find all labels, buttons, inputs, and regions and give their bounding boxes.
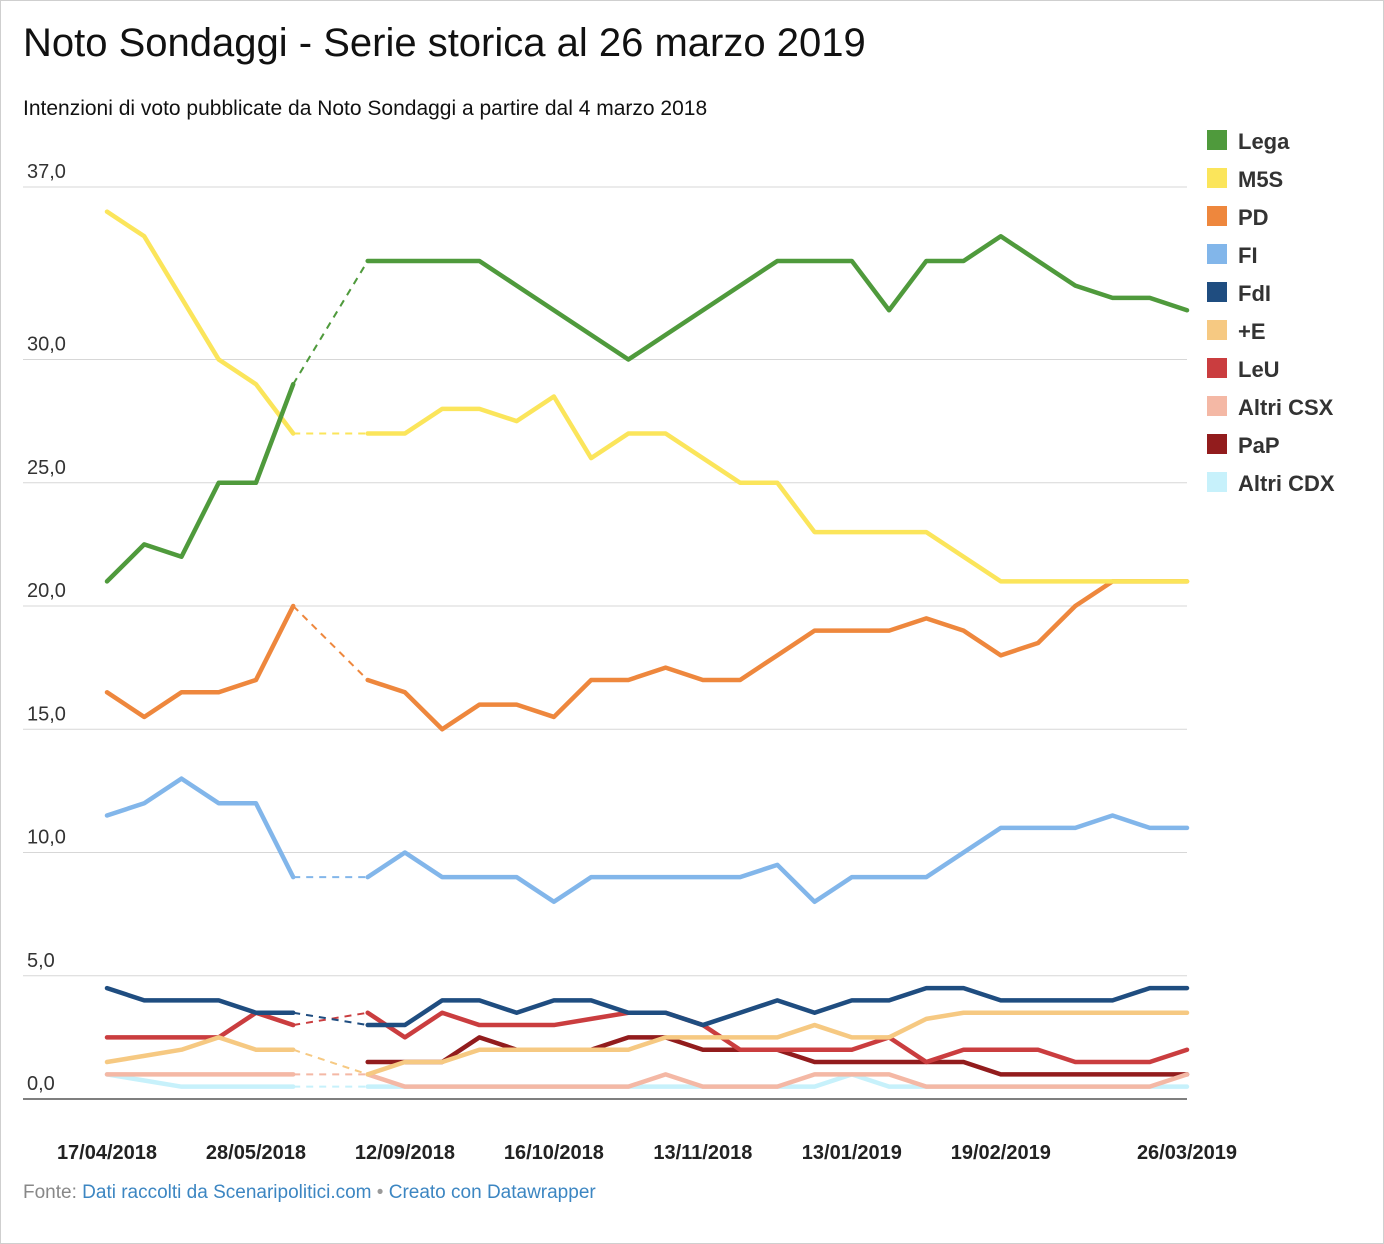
legend: Lega M5S PD FI FdI +E LeU Altri CSX PaP Altri CDX [1207,129,1335,496]
x-tick-label: 19/02/2019 [951,1142,1051,1164]
series-lega [104,234,1190,584]
legend-item: Lega [1207,129,1290,154]
x-tick-label: 13/01/2019 [802,1142,902,1164]
legend-label: PD [1238,205,1269,230]
chart-subtitle: Intenzioni di voto pubblicate da Noto So… [23,97,708,120]
legend-label: Altri CSX [1238,395,1334,420]
legend-label: M5S [1238,167,1283,192]
legend-item: FI [1207,243,1258,268]
y-tick-label: 37,0 [27,161,66,183]
legend-label: PaP [1238,433,1280,458]
chart-title: Noto Sondaggi - Serie storica al 26 marz… [23,21,866,65]
footer: Fonte: Dati raccolti da Scenaripolitici.… [23,1182,596,1204]
x-tick-label: 28/05/2018 [206,1142,306,1164]
series-gap-line [292,1048,369,1076]
legend-swatch [1207,206,1227,226]
series-gap-line [292,605,369,681]
y-tick-label: 5,0 [27,950,55,972]
series-altri-csx [104,1072,1190,1089]
legend-label: +E [1238,319,1266,344]
series-line [365,1010,1190,1065]
legend-label: FI [1238,243,1258,268]
legend-item: PaP [1207,433,1280,458]
series-pap [365,1035,1190,1077]
series-line [365,234,1190,362]
series-line [104,1010,296,1040]
series-line [365,394,1190,584]
series-lines [104,209,1190,1089]
x-tick-label: 26/03/2019 [1137,1142,1237,1164]
legend-item: M5S [1207,167,1283,192]
series-gap-line [292,260,369,385]
legend-swatch [1207,130,1227,150]
source-prefix: Fonte: [23,1182,77,1203]
y-tick-label: 15,0 [27,703,66,725]
series-line [104,1072,296,1089]
x-axis-labels: 17/04/2018 28/05/2018 12/09/2018 16/10/2018… [57,1142,1237,1164]
legend-item: PD [1207,205,1269,230]
series-m5s [104,209,1190,584]
series-gap-line [293,1011,368,1027]
y-tick-label: 25,0 [27,457,66,479]
series-line [365,813,1190,905]
x-tick-label: 12/09/2018 [355,1142,455,1164]
y-tick-label: 0,0 [27,1073,55,1095]
source-link[interactable]: Dati raccolti da Scenaripolitici.com [82,1182,372,1203]
series-line [104,209,296,436]
legend-swatch [1207,434,1227,454]
series-line [104,985,296,1015]
y-tick-label: 10,0 [27,827,66,849]
legend-label: LeU [1238,357,1280,382]
legend-item: FdI [1207,281,1271,306]
y-axis-labels: 0,0 5,0 10,0 15,0 20,0 25,0 30,0 37,0 [27,161,66,1095]
y-tick-label: 30,0 [27,334,66,356]
x-tick-label: 16/10/2018 [504,1142,604,1164]
series-line [104,776,296,880]
legend-item: Altri CDX [1207,471,1335,496]
legend-label: Lega [1238,129,1290,154]
legend-item: LeU [1207,357,1280,382]
series-line [365,1035,1190,1077]
legend-swatch [1207,472,1227,492]
y-tick-label: 20,0 [27,580,66,602]
series-line [104,1035,296,1065]
legend-swatch [1207,358,1227,378]
legend-swatch [1207,396,1227,416]
series-gap-line [293,1011,368,1027]
legend-label: FdI [1238,281,1271,306]
legend-swatch [1207,244,1227,264]
legend-swatch [1207,168,1227,188]
series-line [104,381,296,584]
series-line [104,603,296,720]
series-line [365,985,1190,1028]
series--e [104,1010,1190,1077]
legend-swatch [1207,282,1227,302]
legend-swatch [1207,320,1227,340]
legend-label: Altri CDX [1238,471,1335,496]
series-line [365,1010,1190,1077]
legend-item: Altri CSX [1207,395,1334,420]
series-fdi [104,985,1190,1028]
series-line [365,579,1190,732]
series-fi [104,776,1190,905]
footer-separator: • [376,1182,384,1203]
legend-item: +E [1207,319,1266,344]
series-line [365,1072,1190,1089]
x-tick-label: 17/04/2018 [57,1142,157,1164]
x-tick-label: 13/11/2018 [653,1142,752,1164]
datawrapper-link[interactable]: Creato con Datawrapper [388,1182,596,1203]
series-pd [104,579,1190,732]
